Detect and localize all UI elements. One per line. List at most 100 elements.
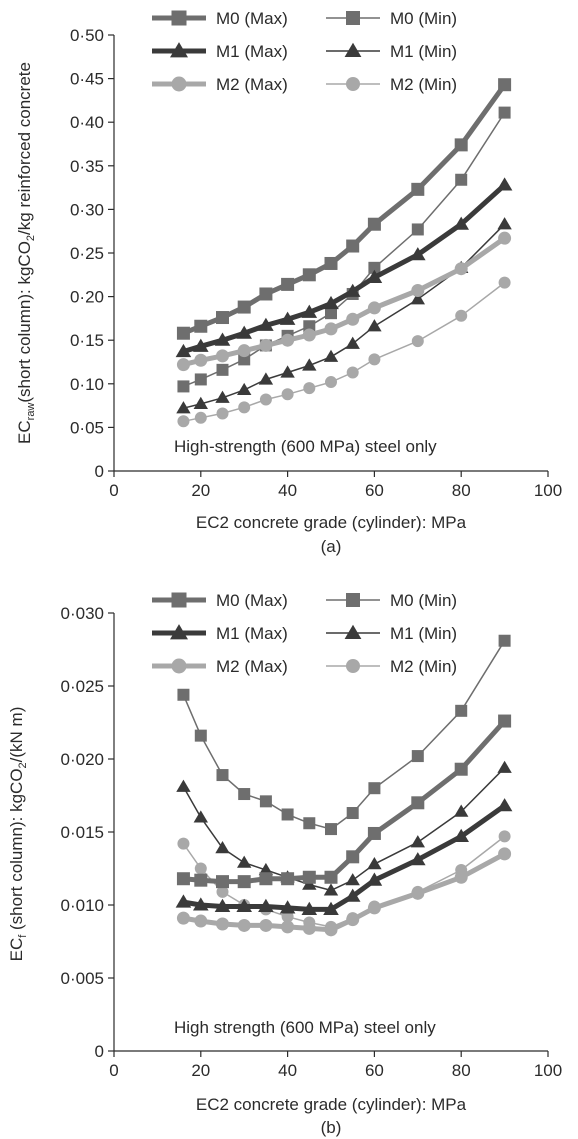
data-point: [194, 373, 207, 386]
data-point: [176, 326, 190, 340]
legend-item: M2 (Max): [152, 75, 288, 94]
data-point: [323, 349, 339, 362]
series-line: [183, 719, 507, 885]
y-tick-label: 0·015: [61, 823, 104, 842]
data-point: [193, 810, 208, 823]
legend-item: M0 (Min): [326, 591, 457, 610]
legend-marker: [171, 658, 187, 674]
data-point: [411, 796, 425, 810]
series-m2-max: [176, 847, 512, 937]
data-point: [176, 911, 190, 925]
legend-item: M2 (Min): [326, 657, 457, 676]
chart-annotation: High-strength (600 MPa) steel only: [174, 437, 437, 456]
series-m1-max: [175, 177, 513, 358]
legend-label: M0 (Min): [390, 9, 457, 28]
y-tick-label: 0·05: [70, 418, 104, 437]
x-tick-label: 20: [191, 481, 210, 500]
data-point: [498, 634, 511, 647]
data-point: [281, 333, 295, 347]
legend-marker: [171, 10, 187, 26]
data-point: [237, 300, 251, 314]
data-point: [216, 769, 229, 782]
data-point: [496, 798, 513, 812]
legend-label: M1 (Max): [216, 42, 288, 61]
data-point: [302, 358, 317, 371]
data-point: [281, 872, 295, 886]
y-tick-label: 0·25: [70, 244, 104, 263]
legend-marker: [171, 76, 187, 92]
data-point: [216, 407, 229, 420]
data-point: [498, 231, 512, 245]
data-point: [194, 411, 207, 424]
x-axis-label: EC2 concrete grade (cylinder): MPa: [196, 513, 467, 532]
legend-label: M0 (Max): [216, 9, 288, 28]
data-point: [411, 283, 425, 297]
data-point: [237, 918, 251, 932]
legend-item: M1 (Min): [326, 624, 457, 643]
legend-marker: [344, 624, 362, 639]
data-point: [214, 898, 231, 913]
legend-marker: [170, 42, 188, 58]
data-point: [216, 917, 229, 931]
data-point: [193, 338, 209, 352]
series-layer-a: [175, 78, 513, 428]
y-tick-label: 0·30: [70, 200, 104, 219]
data-point: [216, 875, 229, 889]
data-point: [346, 366, 359, 379]
y-tick-label: 0·45: [70, 70, 104, 89]
data-point: [259, 287, 273, 301]
x-tick-label: 60: [365, 1061, 384, 1080]
data-point: [281, 910, 294, 923]
legend-label: M2 (Min): [390, 75, 457, 94]
data-point: [279, 900, 296, 914]
data-point: [346, 312, 360, 326]
data-point: [497, 760, 512, 773]
legend-item: M1 (Min): [326, 42, 457, 61]
legend-marker: [346, 659, 360, 673]
data-point: [411, 223, 424, 236]
data-point: [367, 857, 382, 870]
series-layer-b: [175, 634, 513, 937]
data-point: [325, 823, 337, 836]
legend-label: M2 (Min): [390, 657, 457, 676]
data-point: [324, 322, 338, 336]
data-point: [367, 319, 382, 332]
x-axis-label: EC2 concrete grade (cylinder): MPa: [196, 1095, 467, 1114]
data-point: [259, 338, 273, 352]
data-point: [323, 295, 339, 310]
data-point: [303, 817, 316, 830]
data-point: [410, 292, 425, 305]
x-tick-label: 80: [452, 481, 471, 500]
data-point: [216, 349, 229, 363]
y-tick-label: 0·025: [61, 677, 104, 696]
data-point: [367, 301, 381, 315]
data-point: [324, 870, 338, 884]
data-point: [258, 862, 274, 876]
legend-marker: [346, 11, 360, 25]
data-point: [216, 885, 229, 898]
data-point: [176, 872, 190, 886]
data-point: [258, 372, 274, 385]
data-point: [176, 779, 191, 792]
data-point: [454, 762, 468, 776]
data-point: [175, 343, 192, 358]
y-tick-label: 0·005: [61, 969, 104, 988]
legend-label: M1 (Max): [216, 624, 288, 643]
x-tick-label: 60: [365, 481, 384, 500]
data-point: [238, 788, 251, 801]
y-tick-label: 0·030: [61, 604, 104, 623]
legend-marker: [344, 42, 362, 57]
x-tick-label: 20: [191, 1061, 210, 1080]
x-tick-label: 40: [278, 1061, 297, 1080]
data-point: [176, 401, 191, 414]
data-point: [453, 216, 469, 230]
data-point: [366, 269, 383, 283]
x-tick-label: 100: [534, 1061, 562, 1080]
legend-label: M2 (Max): [216, 657, 288, 676]
series-m2-max: [176, 231, 512, 372]
data-point: [194, 914, 208, 928]
legend-item: M1 (Max): [152, 42, 288, 61]
y-tick-label: 0·35: [70, 157, 104, 176]
series-m1-min: [176, 217, 512, 414]
